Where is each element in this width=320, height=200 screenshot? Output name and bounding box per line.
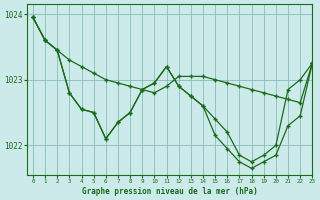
X-axis label: Graphe pression niveau de la mer (hPa): Graphe pression niveau de la mer (hPa)	[82, 187, 258, 196]
